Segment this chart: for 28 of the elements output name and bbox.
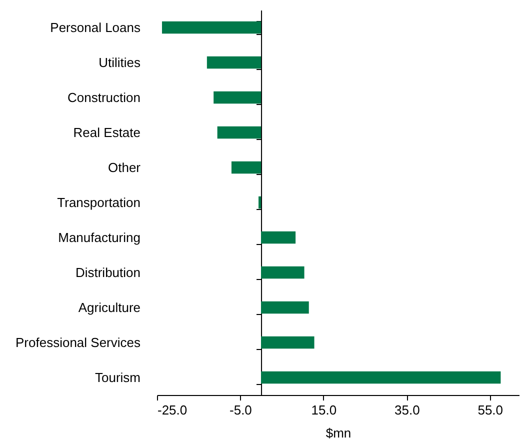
bar	[258, 196, 262, 209]
y-tick-label: Utilities	[98, 55, 141, 70]
bar	[217, 126, 262, 139]
x-tick-label: -5.0	[230, 402, 252, 418]
y-tick-label: Transportation	[57, 195, 140, 210]
y-tick-label: Agriculture	[78, 300, 140, 315]
bar	[206, 56, 262, 69]
bar	[261, 301, 309, 314]
bar	[162, 21, 262, 34]
bar	[261, 371, 501, 384]
x-tick-label: 15.0	[311, 402, 337, 418]
x-axis-title: $mn	[326, 426, 352, 440]
bar	[261, 231, 296, 244]
y-tick-label: Personal Loans	[50, 20, 141, 35]
y-tick-label: Distribution	[75, 265, 140, 280]
x-tick-label: 35.0	[394, 402, 420, 418]
bar	[261, 266, 304, 279]
y-tick-label: Professional Services	[16, 335, 141, 350]
x-tick-label: 55.0	[478, 402, 504, 418]
y-tick-label: Manufacturing	[58, 230, 140, 245]
y-tick-label: Other	[108, 160, 142, 175]
x-tick-label: -25.0	[158, 402, 188, 418]
bar	[261, 336, 314, 349]
y-tick-label: Tourism	[94, 370, 140, 385]
y-tick-label: Real Estate	[73, 125, 140, 140]
bar	[214, 91, 262, 104]
y-tick-label: Construction	[68, 90, 140, 105]
bar	[231, 161, 262, 174]
